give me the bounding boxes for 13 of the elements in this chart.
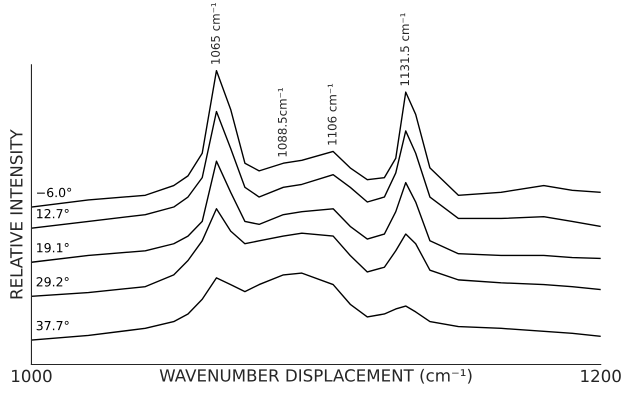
annotation: 1065 cm⁻¹ — [210, 3, 220, 64]
series-label: 19.1° — [37, 243, 69, 252]
x-axis-title: WAVENUMBER DISPLACEMENT (cm⁻¹) — [160, 368, 472, 384]
x-tick-label: 1000 — [12, 370, 52, 382]
series-label: 12.7° — [37, 208, 69, 218]
series-label: 29.2° — [36, 277, 69, 287]
annotation: 1106 cm⁻¹ — [328, 84, 337, 145]
series-label: 37.7° — [36, 320, 69, 330]
x-tick-label: 1200 — [581, 370, 621, 382]
annotation: 1088.5cm⁻¹ — [278, 88, 287, 156]
series-label: −6.0° — [37, 188, 72, 198]
y-axis-title: RELATIVE INTENSITY — [10, 129, 23, 298]
annotation: 1131.5 cm⁻¹ — [400, 13, 410, 86]
